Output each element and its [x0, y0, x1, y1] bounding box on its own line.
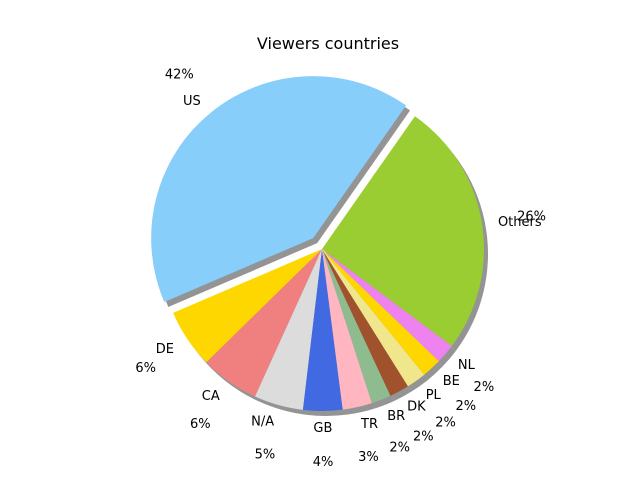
slice-percent-gb: 4% — [313, 455, 334, 470]
slice-percent-nl: 2% — [474, 380, 495, 395]
slice-gb — [302, 249, 343, 411]
slice-others — [322, 116, 484, 346]
slice-label-dk: DK — [407, 400, 426, 415]
slice-be — [322, 249, 439, 375]
slice-label-pl: PL — [426, 388, 442, 403]
slice-percent-pl: 2% — [435, 416, 456, 431]
slice-percent-us: 42% — [165, 67, 194, 82]
slice-label-tr: TR — [360, 417, 378, 432]
slice-percent-tr: 3% — [358, 450, 379, 465]
slice-percent-be: 2% — [455, 399, 476, 414]
slice-label-others: Others — [498, 215, 542, 230]
slice-percent-dk: 2% — [413, 429, 434, 444]
slice-pl — [322, 249, 425, 387]
chart-title: Viewers countries — [257, 34, 399, 53]
slice-tr — [322, 249, 372, 410]
slice-label-n-a: N/A — [251, 415, 274, 430]
slice-percent-n-a: 5% — [255, 447, 276, 462]
slice-label-us: US — [183, 94, 201, 109]
slice-br — [322, 249, 391, 404]
slice-ca — [206, 249, 322, 397]
slice-de — [173, 249, 322, 363]
pie-slice-group — [151, 76, 484, 411]
slice-percent-br: 2% — [389, 440, 410, 455]
slice-percent-others: 26% — [517, 209, 546, 224]
slice-percent-de: 6% — [135, 361, 156, 376]
slice-percent-ca: 6% — [190, 417, 211, 432]
slice-nl — [322, 249, 452, 362]
slice-dk — [322, 249, 408, 396]
slice-n-a — [255, 249, 322, 410]
slice-label-de: DE — [156, 342, 174, 357]
slice-label-be: BE — [443, 374, 460, 389]
slice-label-ca: CA — [202, 389, 220, 404]
slice-us — [151, 76, 407, 303]
slice-label-nl: NL — [458, 358, 476, 373]
slice-label-br: BR — [387, 409, 405, 424]
slice-label-gb: GB — [313, 421, 332, 436]
